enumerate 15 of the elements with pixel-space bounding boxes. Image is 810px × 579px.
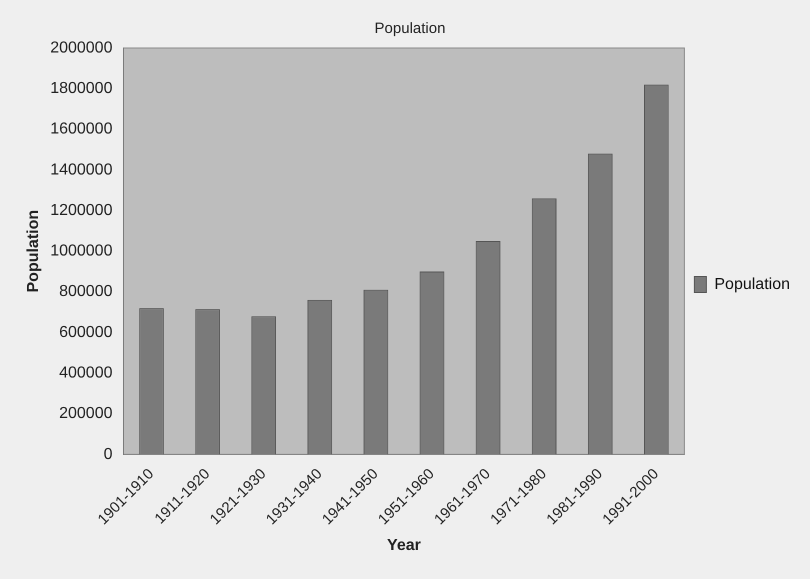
x-axis-title: Year — [387, 536, 421, 554]
y-tick-label: 1800000 — [50, 80, 113, 98]
y-tick-label: 1200000 — [50, 202, 113, 219]
y-tick-label: 400000 — [59, 364, 113, 382]
chart-title: Population — [374, 20, 446, 38]
y-tick-label: 200000 — [59, 405, 113, 422]
y-tick-label: 800000 — [59, 283, 113, 300]
y-axis-title: Population — [25, 210, 42, 293]
y-tick-label: 2000000 — [50, 39, 113, 56]
y-tick-label: 1600000 — [50, 120, 113, 138]
y-tick-label: 1400000 — [50, 161, 113, 178]
y-tick-label: 1000000 — [50, 242, 113, 260]
legend-label: Population — [714, 276, 790, 293]
y-tick-label: 0 — [104, 446, 113, 463]
y-tick-label: 600000 — [59, 324, 113, 341]
